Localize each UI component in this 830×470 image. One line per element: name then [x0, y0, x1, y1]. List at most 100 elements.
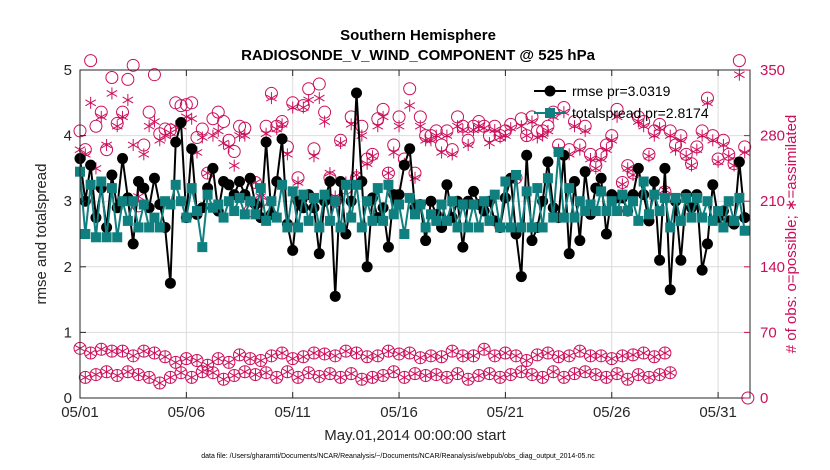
x-tick-label: 05/16	[380, 404, 418, 421]
x-tick-label: 05/21	[487, 404, 525, 421]
obs-assimilated-point	[372, 120, 384, 133]
obs-assimilated-point	[111, 369, 123, 382]
obs-assimilated-point	[90, 368, 102, 381]
totalspread-point	[218, 212, 229, 223]
totalspread-point	[80, 229, 91, 239]
rmse-point	[595, 172, 607, 184]
asterisk-stroke	[441, 132, 453, 140]
asterisk-stroke	[85, 349, 97, 357]
totalspread-point	[542, 173, 553, 184]
obs-assimilated-point	[574, 345, 586, 358]
obs-assimilated-point	[255, 354, 267, 367]
obs-assimilated-point	[260, 366, 272, 379]
asterisk-stroke	[606, 136, 618, 144]
x-tick-label: 05/11	[274, 404, 310, 421]
obs-assimilated-point	[505, 122, 517, 135]
totalspread-point	[718, 222, 729, 233]
obs-assimilated-point	[85, 347, 97, 360]
rmse-point	[127, 238, 139, 250]
obs-assimilated-point	[111, 120, 123, 133]
totalspread-point	[654, 206, 665, 217]
obs-assimilated-point	[436, 146, 448, 159]
totalspread-point	[367, 215, 378, 226]
obs-assimilated-point	[95, 343, 107, 356]
asterisk-stroke	[707, 136, 719, 144]
totalspread-point	[303, 215, 314, 226]
totalspread-point	[723, 196, 734, 207]
asterisk-stroke	[622, 164, 634, 172]
asterisk-stroke	[228, 162, 240, 170]
obs-assimilated-point	[404, 347, 416, 360]
obs-assimilated-point	[611, 110, 623, 123]
asterisk-stroke	[164, 129, 176, 137]
totalspread-point	[420, 222, 431, 233]
obs-assimilated-point	[297, 350, 309, 363]
asterisk-stroke	[531, 134, 543, 141]
obs-assimilated-point	[702, 96, 713, 109]
totalspread-point	[659, 192, 670, 203]
asterisk-stroke	[648, 353, 660, 361]
asterisk-stroke	[425, 136, 437, 144]
asterisk-stroke	[154, 379, 166, 387]
asterisk-stroke	[207, 369, 219, 377]
asterisk-stroke	[473, 122, 485, 130]
obs-assimilated-point	[133, 368, 144, 381]
x-tick-label: 05/06	[168, 404, 206, 421]
asterisk-stroke	[382, 169, 394, 177]
obs-assimilated-point	[717, 138, 729, 151]
asterisk-stroke	[691, 146, 703, 154]
asterisk-stroke	[239, 132, 251, 140]
rmse-point	[313, 248, 325, 260]
rmse-point	[329, 290, 341, 302]
legend-rmse-label: rmse pr=3.0319	[572, 83, 671, 99]
obs-assimilated-point	[117, 345, 128, 358]
asterisk-stroke	[388, 368, 400, 376]
asterisk-stroke	[303, 369, 315, 377]
obs-assimilated-point	[414, 351, 426, 364]
asterisk-stroke	[377, 372, 389, 379]
asterisk-stroke	[537, 373, 549, 381]
obs-assimilated-point	[409, 367, 421, 380]
totalspread-point	[144, 222, 155, 233]
asterisk-stroke	[733, 71, 745, 79]
obs-assimilated-point	[367, 371, 378, 384]
obs-assimilated-point	[691, 143, 703, 156]
obs-assimilated-point	[117, 110, 128, 123]
obs-assimilated-point	[164, 371, 176, 384]
legend-spread-label: totalspread pr=2.8174	[572, 105, 709, 121]
asterisk-stroke	[489, 126, 501, 134]
asterisk-stroke	[340, 347, 352, 355]
asterisk-stroke	[292, 179, 304, 186]
asterisk-stroke	[430, 132, 442, 140]
obs-assimilated-point	[398, 371, 410, 384]
y-right-tick-label: 70	[760, 324, 777, 341]
totalspread-point	[511, 169, 522, 180]
obs-assimilated-point	[361, 157, 373, 170]
totalspread-point	[202, 189, 213, 200]
asterisk-stroke	[382, 347, 394, 355]
obs-assimilated-point	[515, 120, 527, 133]
totalspread-point	[207, 202, 218, 213]
obs-assimilated-point	[457, 349, 469, 362]
totalspread-point	[383, 179, 394, 190]
asterisk-stroke	[515, 122, 527, 130]
totalspread-point	[138, 199, 149, 210]
asterisk-stroke	[579, 368, 591, 376]
asterisk-stroke	[521, 357, 533, 364]
totalspread-point	[686, 212, 697, 223]
totalspread-point	[500, 176, 511, 187]
totalspread-point	[468, 199, 479, 210]
asterisk-stroke	[595, 352, 607, 360]
asterisk-stroke	[175, 369, 187, 377]
obs-assimilated-point	[234, 348, 245, 361]
asterisk-stroke	[122, 368, 134, 376]
obs-assimilated-point	[510, 349, 522, 362]
obs-assimilated-point	[468, 123, 479, 136]
totalspread-point	[633, 215, 644, 226]
legend-spread-marker	[545, 108, 555, 118]
x-axis-label: May.01,2014 00:00:00 start	[324, 427, 506, 444]
obs-assimilated-point	[170, 356, 182, 369]
asterisk-stroke	[218, 375, 230, 383]
totalspread-point	[441, 215, 452, 226]
totalspread-point	[399, 229, 410, 239]
